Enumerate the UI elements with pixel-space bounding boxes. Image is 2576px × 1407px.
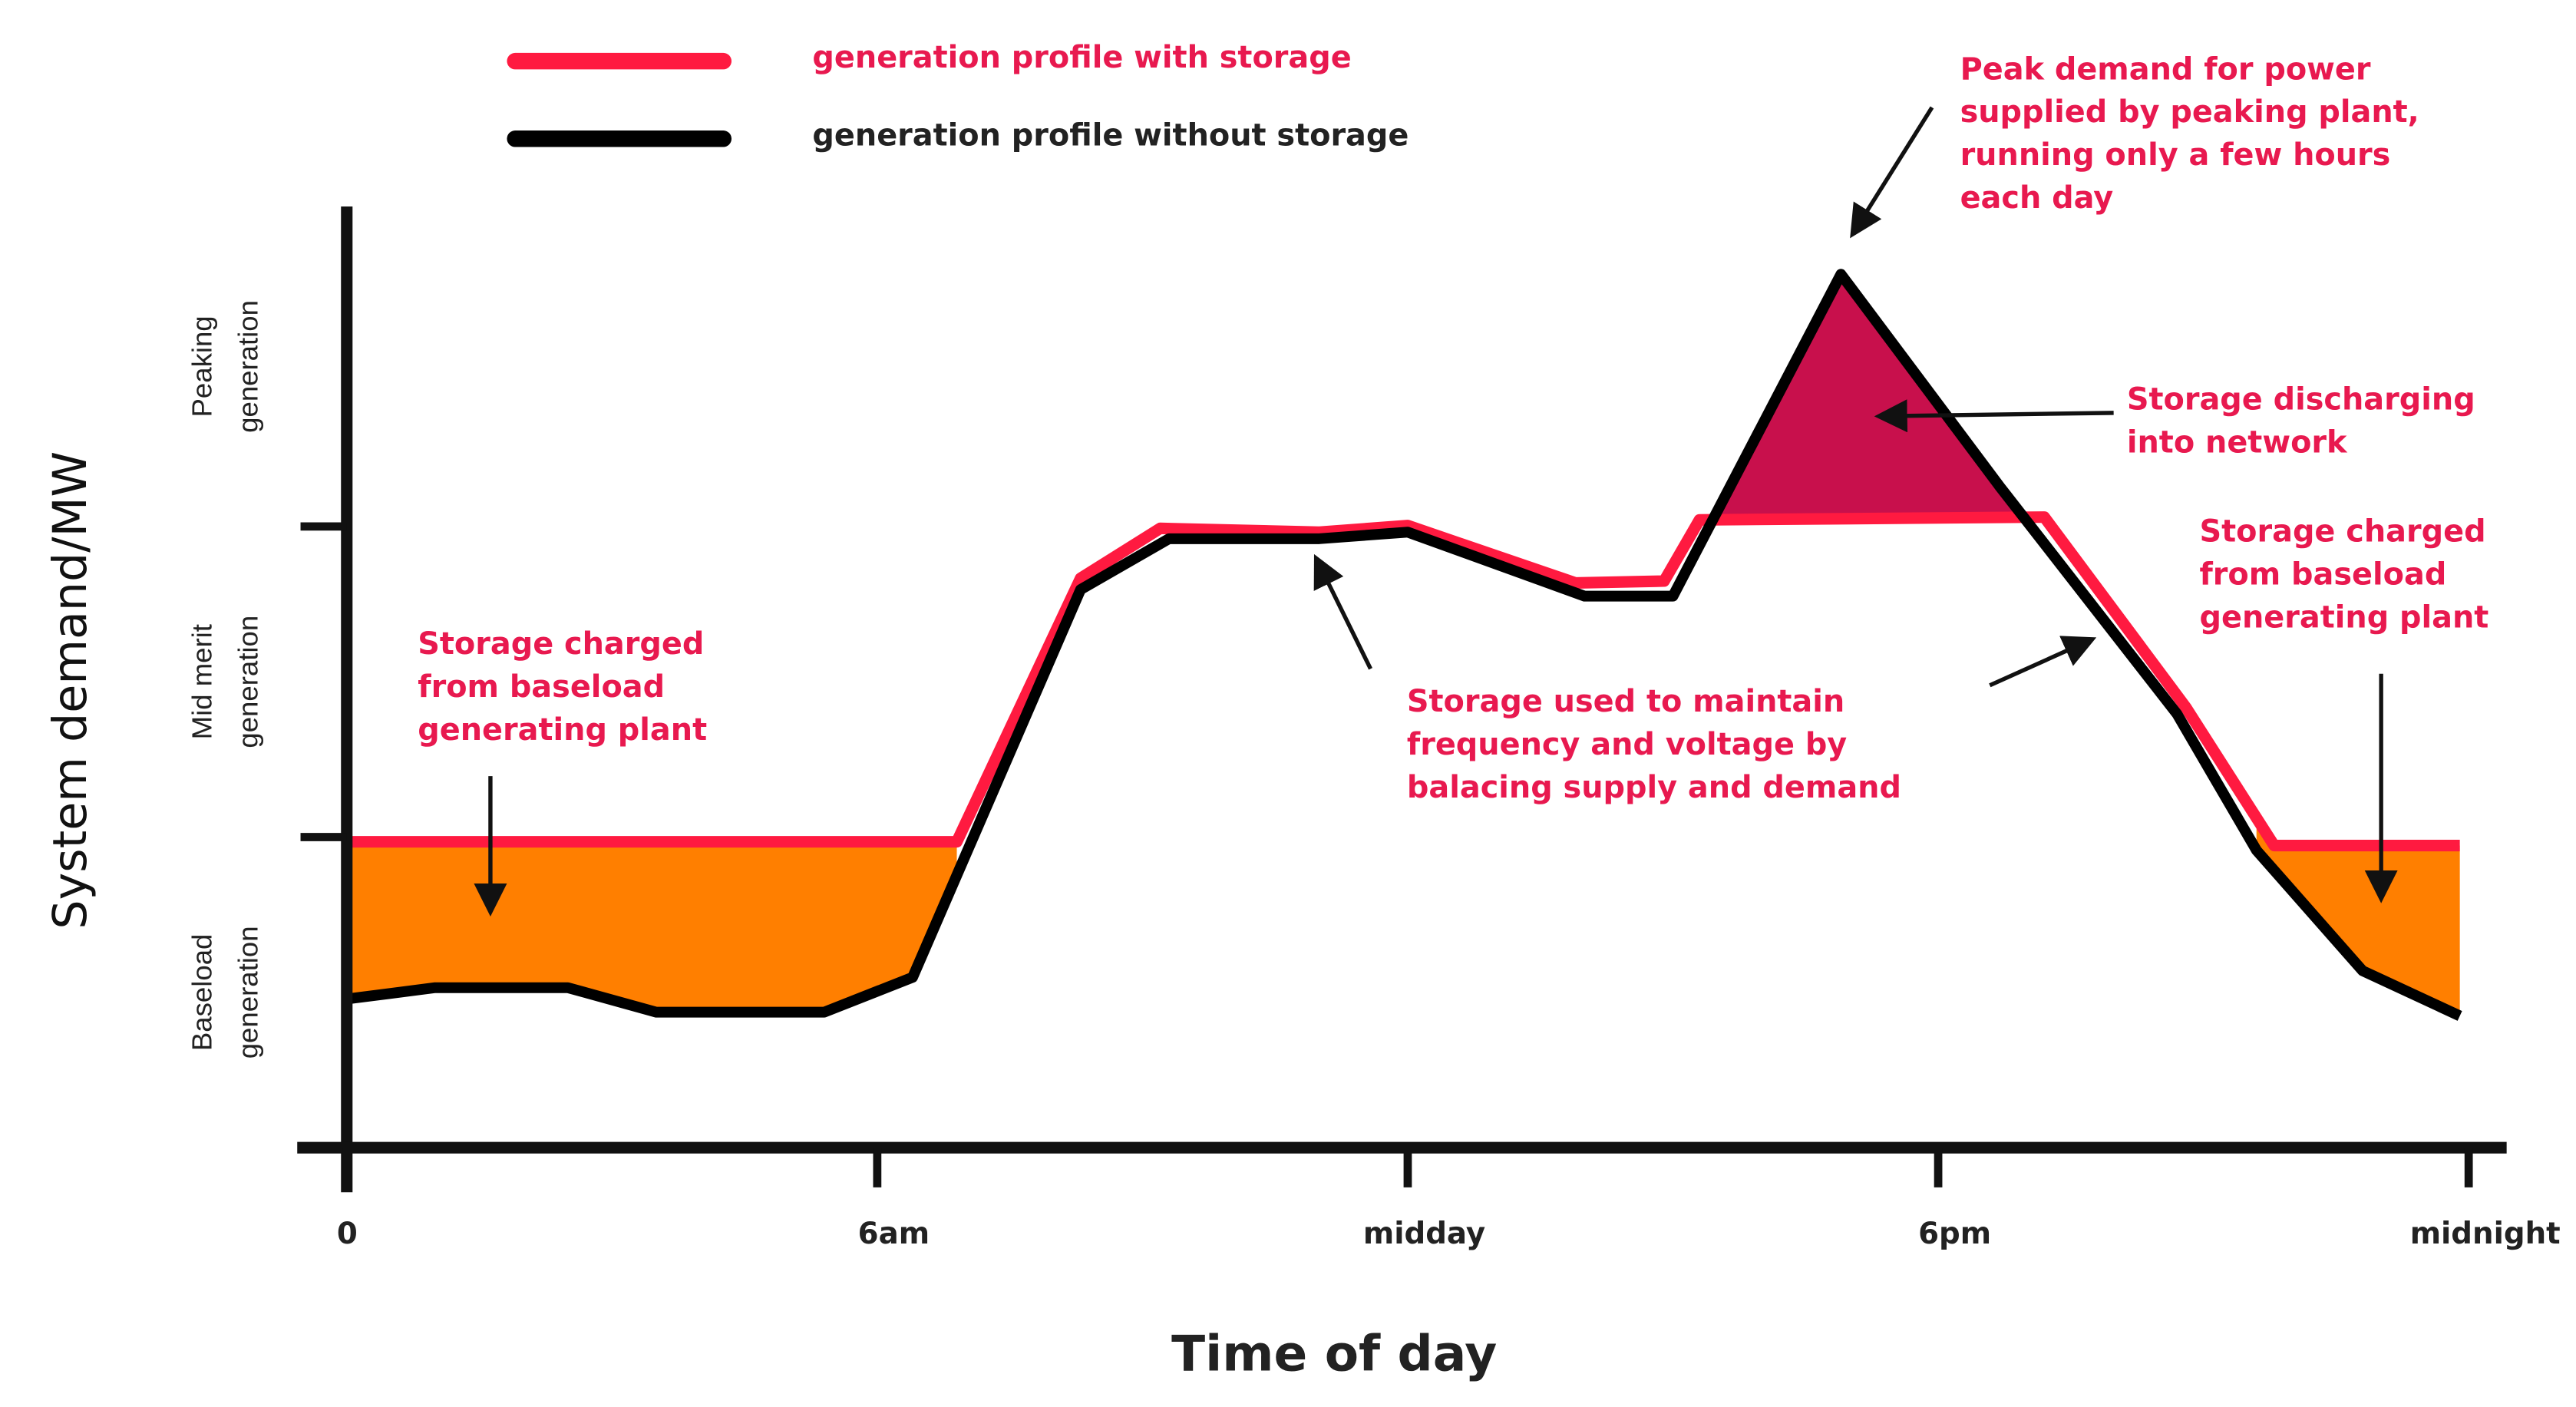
arrow — [1313, 553, 1372, 670]
annotation: Storage charged — [2200, 514, 2486, 550]
x-axis-label: Time of day — [1171, 1326, 1497, 1383]
y-band-label: Baseload — [186, 934, 217, 1051]
annotation: frequency and voltage by — [1407, 727, 1847, 762]
annotation: balacing supply and demand — [1407, 770, 1901, 805]
x-tick-label: midnight — [2410, 1217, 2561, 1251]
annotation: each day — [1960, 180, 2114, 216]
arrow — [1989, 636, 2097, 688]
shaded-region — [2256, 817, 2460, 1016]
annotation: from baseload — [418, 669, 665, 705]
x-tick-label: 0 — [337, 1217, 358, 1251]
x-tick-label: 6am — [858, 1217, 930, 1251]
y-band-label: generation — [233, 926, 264, 1059]
annotation: generating plant — [418, 712, 707, 748]
annotation: running only a few hours — [1960, 137, 2391, 173]
arrow — [1874, 399, 2114, 433]
annotation: Storage discharging — [2127, 382, 2475, 418]
annotation: Storage used to maintain — [1407, 684, 1844, 719]
annotation: into network — [2127, 425, 2348, 461]
y-band-label: Peaking — [186, 315, 217, 417]
y-band-label: generation — [233, 300, 264, 433]
x-tick-label: 6pm — [1918, 1217, 1991, 1251]
series-line — [345, 269, 2462, 1021]
arrows — [474, 106, 2398, 917]
annotation: generating plant — [2200, 600, 2489, 636]
annotation: supplied by peaking plant, — [1960, 94, 2419, 130]
y-band-label: generation — [233, 616, 264, 748]
legend-label: generation profile with storage — [812, 40, 1351, 75]
annotation: from baseload — [2200, 557, 2447, 593]
axes — [297, 206, 2507, 1193]
lines — [345, 269, 2462, 1021]
annotation: Storage charged — [418, 626, 704, 662]
x-tick-label: midday — [1363, 1217, 1485, 1251]
arrow — [1850, 106, 1934, 239]
y-band-label: Mid merit — [186, 624, 217, 739]
y-axis-label: System demand/MW — [44, 451, 97, 930]
series-line — [346, 511, 2460, 852]
annotation: Peak demand for power — [1960, 51, 2371, 87]
shaded-region — [1714, 274, 2024, 520]
legend-label: generation profile without storage — [812, 117, 1409, 153]
